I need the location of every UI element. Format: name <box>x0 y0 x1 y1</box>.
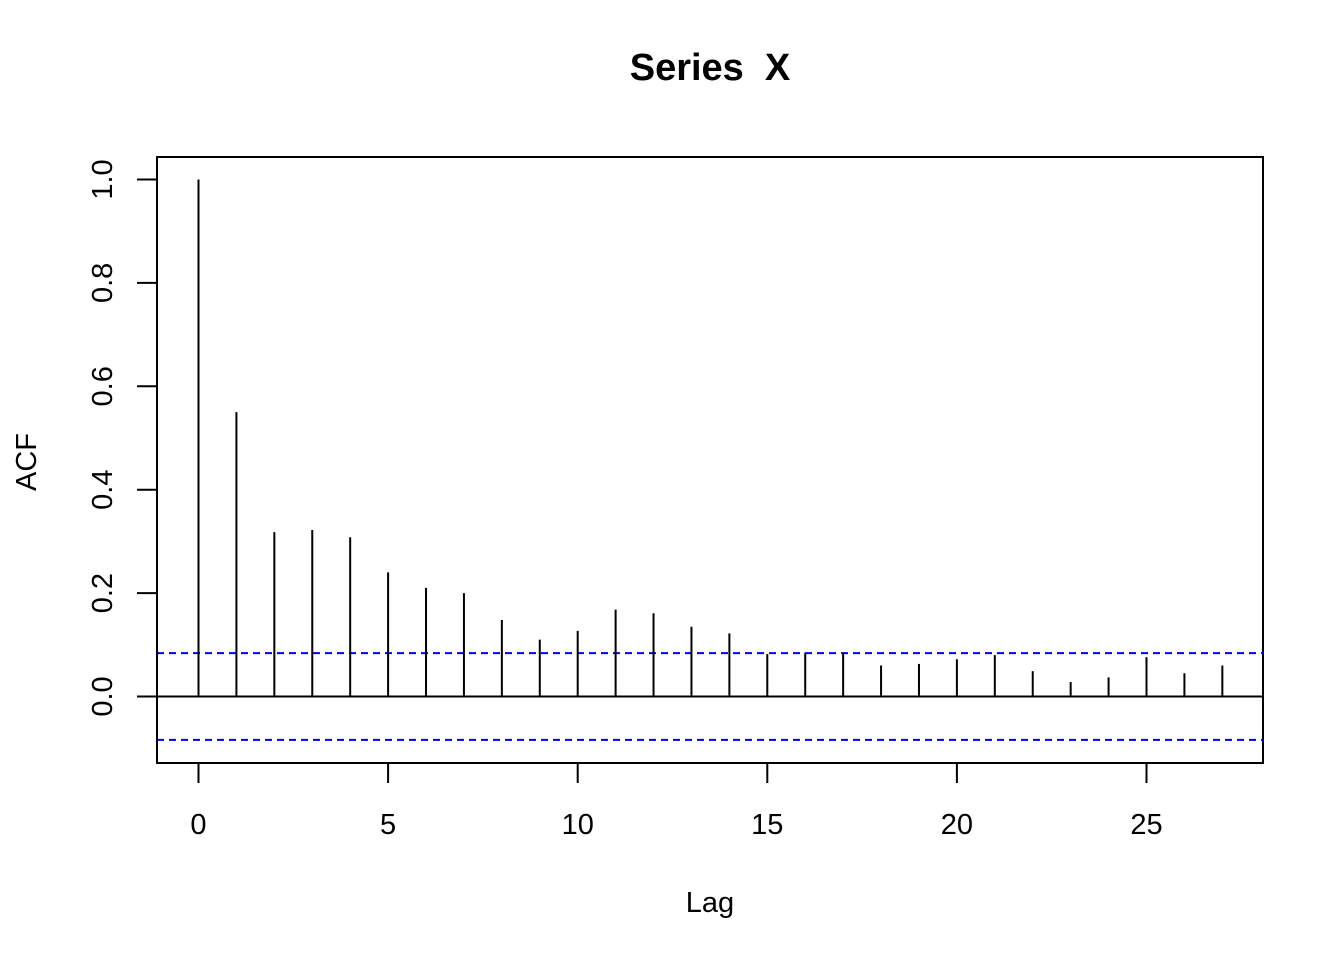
x-tick-label-10: 10 <box>562 809 594 841</box>
y-tick-label-1.0: 1.0 <box>87 159 119 199</box>
y-tick-label-0.2: 0.2 <box>87 573 119 613</box>
x-tick-label-20: 20 <box>941 809 973 841</box>
y-tick-label-0.6: 0.6 <box>87 366 119 406</box>
y-axis-label: ACF <box>11 433 43 491</box>
y-tick-label-0.4: 0.4 <box>87 470 119 510</box>
chart-title: Series X <box>630 47 791 89</box>
x-tick-label-5: 5 <box>380 809 396 841</box>
plot-area: 0 5 10 15 20 25 0.0 0.2 0.4 0.6 0.8 1.0 <box>87 156 1264 841</box>
x-tick-label-0: 0 <box>190 809 206 841</box>
x-tick-label-25: 25 <box>1130 809 1162 841</box>
x-axis-label: Lag <box>686 887 734 919</box>
plot-frame <box>156 156 1264 764</box>
y-tick-label-0.0: 0.0 <box>87 676 119 716</box>
x-tick-label-15: 15 <box>751 809 783 841</box>
y-tick-label-0.8: 0.8 <box>87 263 119 303</box>
